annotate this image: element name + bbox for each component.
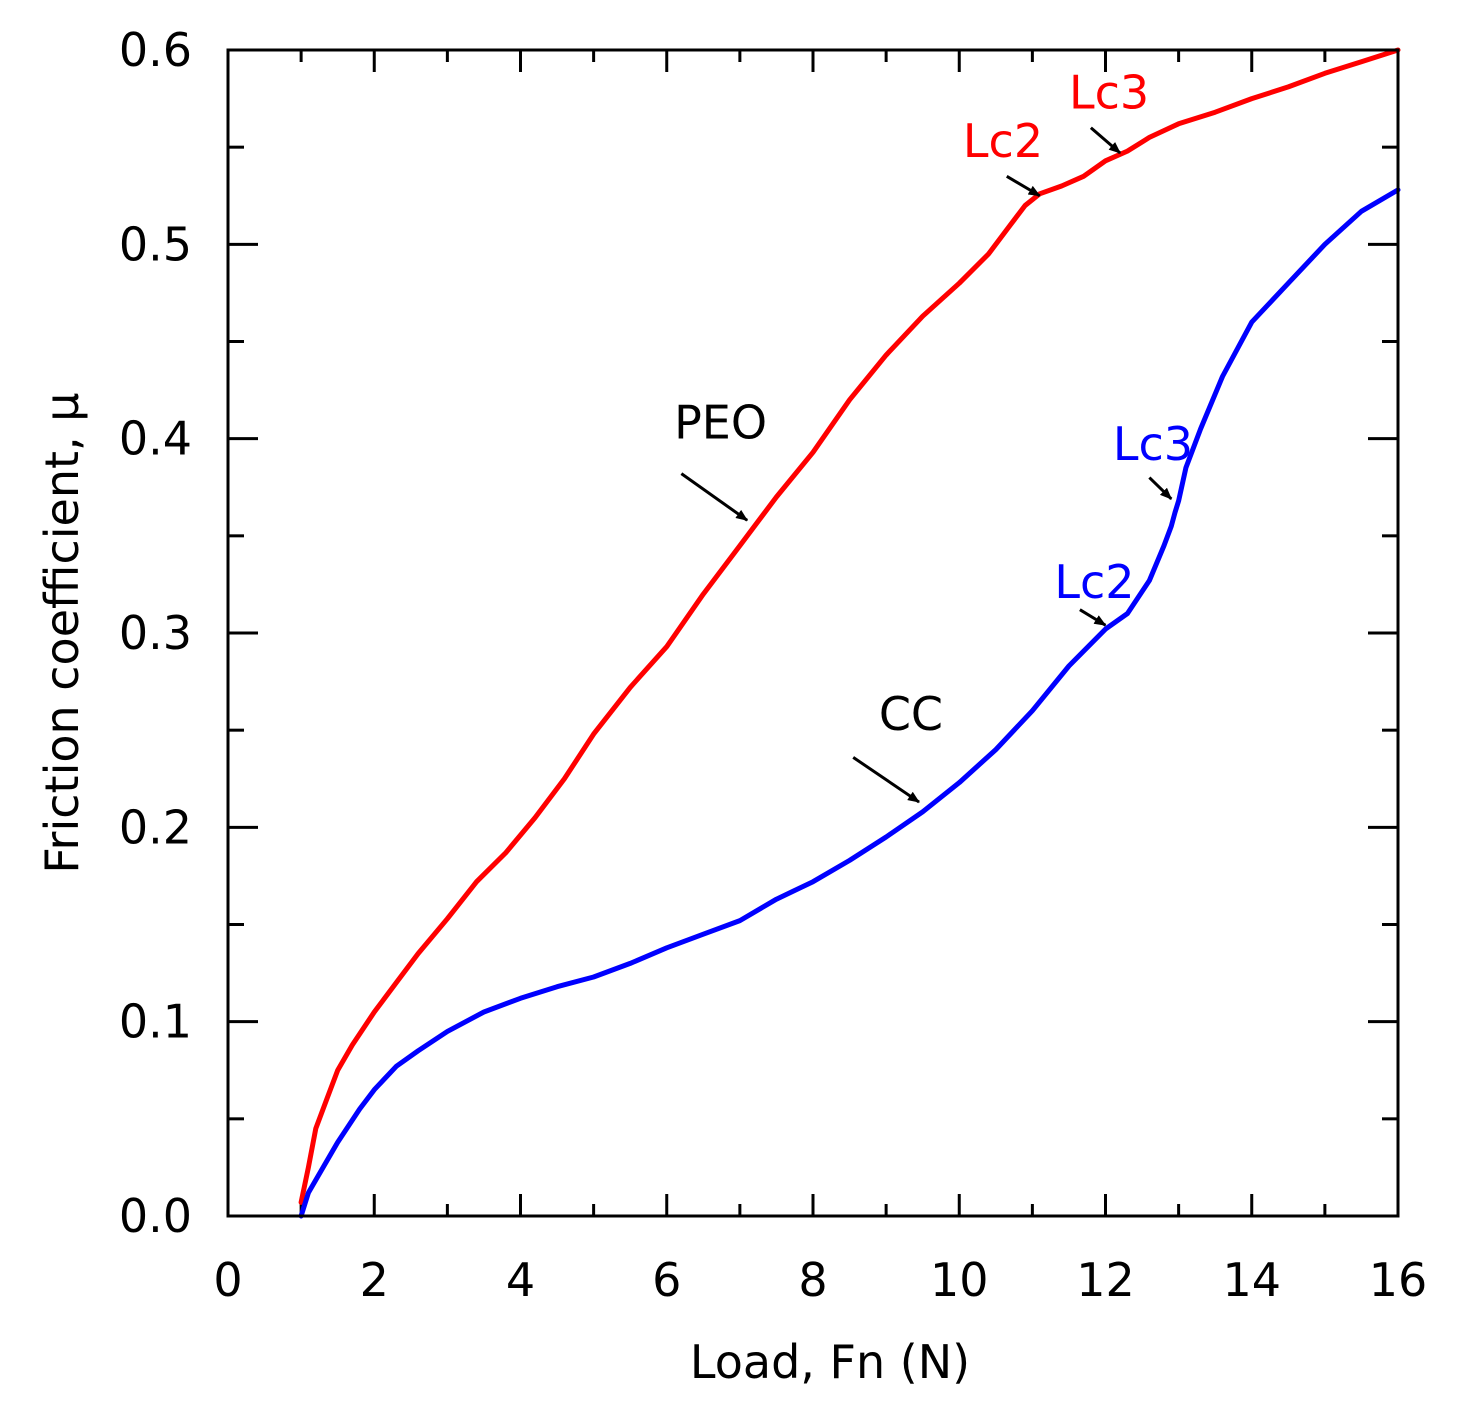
- series-line-peo: [298, 47, 1401, 1205]
- x-tick-label: 12: [1076, 1253, 1135, 1307]
- x-axis-label: Load, Fn (N): [690, 1335, 970, 1389]
- series-line-cc: [298, 187, 1401, 1219]
- y-tick-label: 0.5: [119, 217, 192, 271]
- y-tick-label: 0.1: [119, 995, 192, 1049]
- annotation-arrow: [680, 472, 749, 522]
- annotation-arrow: [1148, 476, 1173, 500]
- annotation-arrow: [1079, 608, 1107, 627]
- x-tick-label: 2: [360, 1253, 389, 1307]
- annotation-arrow: [1006, 175, 1041, 198]
- y-tick-label: 0.0: [119, 1189, 192, 1243]
- y-tick-label: 0.6: [119, 23, 192, 77]
- annotation-label-cc: CC: [879, 687, 943, 741]
- plot-area-frame: [226, 48, 1400, 1218]
- annotation-label-lc2: Lc2: [1054, 555, 1134, 609]
- tick-labels: 0 2 4 6 8 10 12 14 16 0.0 0.1 0.2 0.3 0.4 0.5 0.6: [119, 23, 1427, 1307]
- annotation-arrow: [1089, 126, 1122, 155]
- annotation-label-peo: PEO: [674, 396, 767, 450]
- x-tick-label: 16: [1369, 1253, 1428, 1307]
- y-tick-label: 0.2: [119, 800, 192, 854]
- axis-ticks: [226, 48, 1400, 1218]
- annotation-layer: PEO CC Lc2 Lc3 Lc2 Lc3: [674, 65, 1193, 804]
- annotation-label-lc2: Lc2: [963, 114, 1043, 168]
- y-tick-label: 0.4: [119, 412, 192, 466]
- x-tick-label: 14: [1222, 1253, 1281, 1307]
- y-tick-label: 0.3: [119, 606, 192, 660]
- annotation-label-lc3: Lc3: [1113, 417, 1193, 471]
- x-tick-label: 8: [798, 1253, 827, 1307]
- x-tick-label: 0: [213, 1253, 242, 1307]
- x-tick-label: 4: [506, 1253, 535, 1307]
- series-layer: [298, 47, 1401, 1219]
- annotation-label-lc3: Lc3: [1069, 65, 1149, 119]
- x-tick-label: 6: [652, 1253, 681, 1307]
- x-tick-label: 10: [930, 1253, 989, 1307]
- annotation-arrow: [852, 756, 920, 804]
- y-axis-label: Friction coefficient, μ: [35, 392, 89, 873]
